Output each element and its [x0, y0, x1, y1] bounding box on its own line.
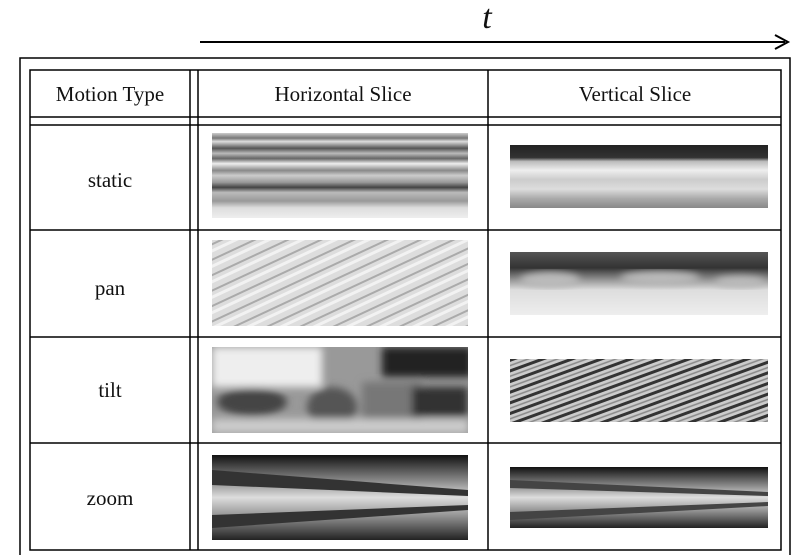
slice-image — [212, 347, 472, 433]
slice-image — [510, 252, 768, 315]
header-cell: Motion Type — [56, 82, 164, 106]
slice-image — [212, 240, 468, 326]
slice-image — [212, 133, 468, 218]
figure: t Motion Type Horizontal Slice Vertical … — [0, 0, 792, 555]
slice-image — [510, 359, 768, 422]
row-label: static — [88, 168, 132, 192]
slice-image — [510, 467, 768, 528]
axis-label: t — [482, 0, 493, 36]
slice-image — [212, 455, 468, 540]
row-label: pan — [95, 276, 126, 300]
header-cell: Vertical Slice — [579, 82, 692, 106]
row-label: tilt — [98, 378, 122, 402]
header-cell: Horizontal Slice — [274, 82, 411, 106]
row-label: zoom — [87, 486, 134, 510]
slice-image — [510, 145, 768, 208]
